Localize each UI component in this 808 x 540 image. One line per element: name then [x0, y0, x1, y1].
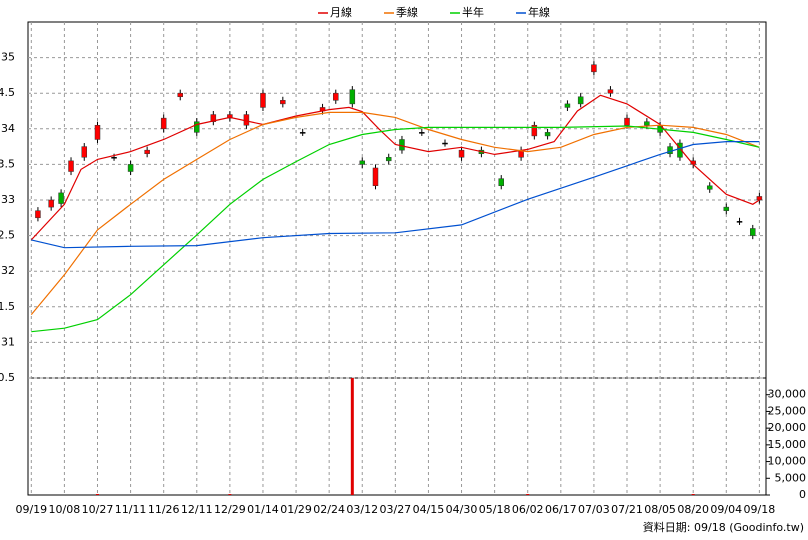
- candle-body: [127, 164, 134, 172]
- candle-body: [399, 139, 405, 151]
- y-tick-label: 35: [1, 51, 15, 64]
- candle-body: [58, 192, 64, 204]
- candle-body: [442, 142, 448, 145]
- y2-tick-label: 5,000: [775, 471, 807, 484]
- x-tick-label: 12/29: [214, 503, 246, 516]
- candle-body: [736, 221, 743, 223]
- x-tick-label: 03/12: [346, 503, 378, 516]
- volume-bar: [691, 493, 695, 495]
- candle-body: [299, 132, 306, 134]
- y-tick-label: 34.5: [0, 86, 15, 99]
- volume-bar: [526, 493, 530, 495]
- candle-body: [48, 199, 54, 208]
- x-tick-label: 04/30: [446, 503, 478, 516]
- candle-body: [160, 117, 167, 130]
- y2-tick-label: 15,000: [768, 438, 807, 451]
- x-tick-label: 11/11: [115, 503, 147, 516]
- x-tick-label: 07/03: [578, 503, 610, 516]
- candle-body: [194, 121, 200, 133]
- x-tick-label: 08/05: [644, 503, 676, 516]
- y-tick-label: 33.5: [0, 157, 15, 170]
- x-tick-label: 04/15: [413, 503, 445, 516]
- candle-body: [227, 114, 233, 119]
- x-tick-label: 10/08: [49, 503, 81, 516]
- candle-body: [498, 178, 504, 187]
- x-tick-label: 09/18: [744, 503, 776, 516]
- candle-body: [111, 157, 117, 159]
- y-tick-label: 34: [1, 122, 15, 135]
- candle-body: [723, 206, 730, 211]
- x-tick-label: 01/29: [280, 503, 312, 516]
- candle-body: [564, 103, 571, 108]
- x-tick-label: 09/19: [15, 503, 47, 516]
- x-tick-label: 02/24: [313, 503, 345, 516]
- x-tick-label: 12/11: [181, 503, 213, 516]
- x-tick-label: 05/18: [479, 503, 511, 516]
- y-tick-label: 33: [1, 193, 15, 206]
- x-tick-label: 08/20: [677, 503, 709, 516]
- candle-body: [243, 114, 250, 126]
- candle-body: [419, 132, 425, 134]
- candle-body: [607, 89, 614, 94]
- candle-body: [544, 132, 551, 137]
- candle-body: [677, 142, 683, 158]
- candle-body: [624, 117, 630, 126]
- candle-body: [260, 92, 266, 108]
- legend-label: 半年: [462, 5, 484, 19]
- candle-body: [333, 92, 339, 101]
- volume-bar: [95, 493, 99, 495]
- y-tick-label: 32: [1, 264, 15, 277]
- y-tick-label: 31.5: [0, 300, 15, 313]
- candle-body: [591, 64, 597, 73]
- legend-label: 月線: [330, 5, 352, 19]
- candle-body: [458, 149, 465, 158]
- candle-body: [210, 114, 217, 122]
- candle-body: [68, 160, 74, 172]
- y2-tick-label: 25,000: [768, 404, 807, 417]
- candle-body: [81, 146, 88, 158]
- x-tick-label: 10/27: [82, 503, 114, 516]
- candle-body: [706, 185, 713, 190]
- x-tick-label: 07/21: [611, 503, 643, 516]
- y2-tick-label: 10,000: [768, 455, 807, 468]
- candle-body: [531, 124, 538, 137]
- y-tick-label: 30.5: [0, 371, 15, 384]
- x-tick-label: 11/26: [148, 503, 180, 516]
- y2-tick-label: 20,000: [768, 421, 807, 434]
- candle-body: [349, 89, 356, 105]
- x-tick-label: 03/27: [379, 503, 411, 516]
- candle-body: [667, 146, 673, 154]
- candle-body: [177, 92, 183, 98]
- y2-tick-label: 0: [799, 488, 806, 501]
- y-tick-label: 32.5: [0, 229, 15, 242]
- candle-body: [644, 121, 650, 126]
- candle-body: [750, 228, 756, 236]
- x-tick-label: 06/02: [512, 503, 544, 516]
- candle-body: [280, 100, 286, 105]
- volume-bar: [228, 493, 232, 495]
- x-tick-label: 06/17: [545, 503, 577, 516]
- candle-body: [756, 196, 763, 201]
- volume-bar: [350, 378, 354, 495]
- y2-tick-label: 30,000: [768, 388, 807, 401]
- plot-frame: [27, 21, 767, 496]
- x-tick-label: 01/14: [247, 503, 279, 516]
- ma-line: [31, 141, 760, 249]
- candle-body: [144, 149, 150, 154]
- y-tick-label: 31: [1, 335, 15, 348]
- legend-label: 季線: [396, 5, 418, 19]
- x-tick-label: 09/04: [710, 503, 742, 516]
- legend-label: 年線: [528, 5, 550, 19]
- candle-body: [359, 160, 366, 165]
- candle-body: [385, 157, 392, 162]
- ma-line: [30, 94, 760, 241]
- ma-line: [31, 125, 760, 333]
- annotation: 資料日期: 09/18 (Goodinfo.tw): [643, 520, 804, 534]
- candle-body: [94, 124, 101, 140]
- candle-body: [372, 167, 379, 187]
- candle-body: [577, 96, 584, 105]
- candle-body: [35, 210, 41, 219]
